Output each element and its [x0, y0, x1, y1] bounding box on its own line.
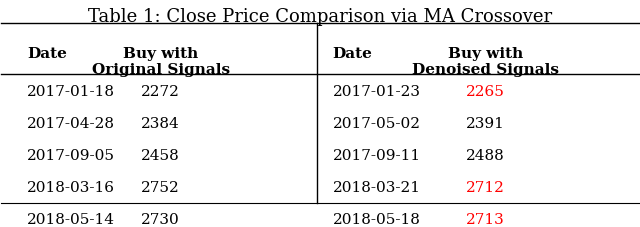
Text: Buy with
Original Signals: Buy with Original Signals — [92, 47, 230, 77]
Text: 2265: 2265 — [467, 85, 505, 99]
Text: 2458: 2458 — [141, 149, 180, 163]
Text: 2018-03-21: 2018-03-21 — [333, 180, 420, 195]
Text: Date: Date — [27, 47, 67, 61]
Text: 2017-05-02: 2017-05-02 — [333, 117, 420, 131]
Text: 2752: 2752 — [141, 180, 180, 195]
Text: 2017-01-23: 2017-01-23 — [333, 85, 420, 99]
Text: 2018-03-16: 2018-03-16 — [27, 180, 115, 195]
Text: 2713: 2713 — [467, 212, 505, 226]
Text: Date: Date — [333, 47, 372, 61]
Text: 2018-05-18: 2018-05-18 — [333, 212, 420, 226]
Text: 2488: 2488 — [467, 149, 505, 163]
Text: 2017-09-05: 2017-09-05 — [27, 149, 115, 163]
Text: Buy with
Denoised Signals: Buy with Denoised Signals — [412, 47, 559, 77]
Text: 2712: 2712 — [467, 180, 505, 195]
Text: 2017-01-18: 2017-01-18 — [27, 85, 115, 99]
Text: 2391: 2391 — [467, 117, 505, 131]
Text: 2730: 2730 — [141, 212, 180, 226]
Text: Table 1: Close Price Comparison via MA Crossover: Table 1: Close Price Comparison via MA C… — [88, 7, 552, 25]
Text: 2017-04-28: 2017-04-28 — [27, 117, 115, 131]
Text: 2018-05-14: 2018-05-14 — [27, 212, 115, 226]
Text: 2017-09-11: 2017-09-11 — [333, 149, 421, 163]
Text: 2384: 2384 — [141, 117, 180, 131]
Text: 2272: 2272 — [141, 85, 180, 99]
